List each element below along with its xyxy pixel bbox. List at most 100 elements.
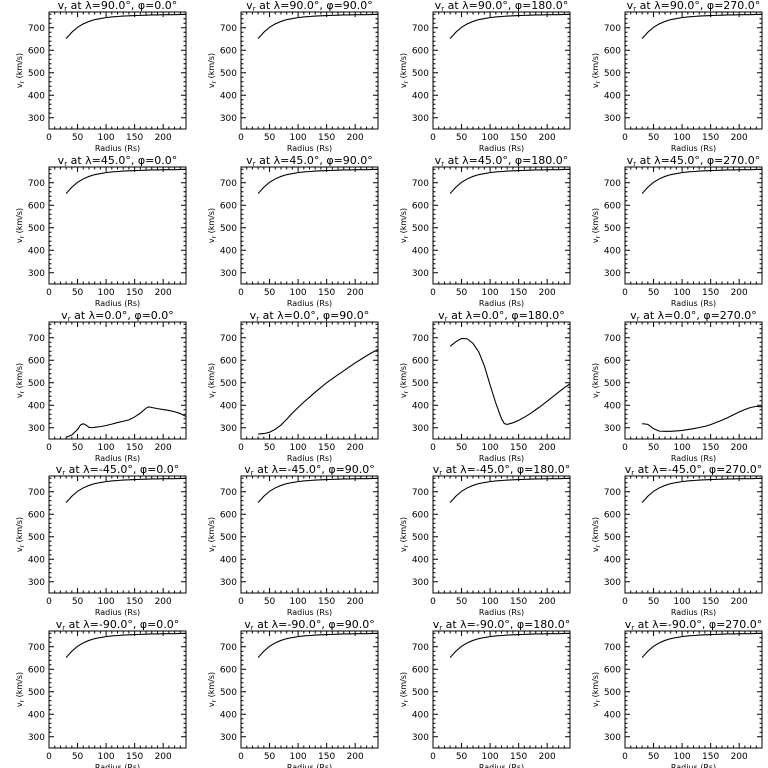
x-tick-label: 0 (430, 443, 436, 453)
y-axis-label: vr (km/s) (591, 208, 602, 243)
x-tick-label: 0 (238, 133, 244, 143)
x-tick-label: 200 (155, 752, 172, 762)
subplot: 0 50 100 150 200 300 400 500 600 700 Radius (Rs) vr… (207, 618, 379, 768)
x-axis-label: Radius (Rs) (95, 144, 140, 153)
y-axis-label: vr (km/s) (15, 208, 26, 243)
x-axis-label: Radius (Rs) (95, 299, 140, 308)
y-axis-label: vr (km/s) (399, 208, 410, 243)
x-tick-label: 0 (430, 133, 436, 143)
y-tick-label: 600 (28, 665, 45, 675)
x-tick-label: 0 (46, 597, 52, 607)
subplot: 0 50 100 150 200 300 400 500 600 700 Radius (Rs) vr… (15, 463, 187, 617)
y-tick-label: 400 (604, 91, 621, 101)
x-tick-label: 100 (289, 288, 306, 298)
x-tick-label: 200 (155, 443, 172, 453)
x-tick-label: 0 (238, 597, 244, 607)
y-tick-label: 400 (604, 246, 621, 256)
x-tick-label: 200 (731, 752, 748, 762)
x-tick-label: 0 (622, 597, 628, 607)
x-tick-label: 0 (46, 752, 52, 762)
x-tick-label: 50 (648, 752, 660, 762)
y-tick-label: 700 (28, 334, 45, 344)
x-tick-label: 50 (72, 133, 84, 143)
panel-title: vr at λ=90.0°, φ=90.0° (246, 0, 373, 13)
y-tick-label: 500 (220, 379, 237, 389)
y-axis-label: vr (km/s) (207, 517, 218, 552)
panel-title: vr at λ=-90.0°, φ=90.0° (244, 618, 375, 632)
x-axis-label: Radius (Rs) (671, 454, 716, 463)
y-tick-label: 600 (220, 46, 237, 56)
y-tick-label: 300 (220, 424, 237, 434)
x-axis-label: Radius (Rs) (287, 763, 332, 768)
x-tick-label: 100 (481, 133, 498, 143)
plot-frame (624, 166, 763, 285)
x-axis-label: Radius (Rs) (479, 763, 524, 768)
y-tick-label: 600 (604, 665, 621, 675)
panel-title: vr at λ=90.0°, φ=270.0° (627, 0, 761, 13)
x-tick-label: 50 (648, 597, 660, 607)
x-tick-label: 0 (430, 597, 436, 607)
y-axis-label: vr (km/s) (207, 53, 218, 88)
x-axis-label: Radius (Rs) (671, 608, 716, 617)
y-tick-label: 500 (220, 69, 237, 79)
x-axis-label: Radius (Rs) (95, 763, 140, 768)
y-tick-label: 500 (28, 69, 45, 79)
x-axis-label: Radius (Rs) (479, 144, 524, 153)
x-tick-label: 150 (126, 752, 143, 762)
x-tick-label: 100 (673, 133, 690, 143)
y-tick-label: 400 (604, 401, 621, 411)
y-tick-label: 300 (604, 424, 621, 434)
x-tick-label: 100 (481, 597, 498, 607)
y-tick-label: 400 (412, 555, 429, 565)
x-tick-label: 150 (702, 752, 719, 762)
x-axis-label: Radius (Rs) (287, 144, 332, 153)
x-tick-label: 100 (289, 133, 306, 143)
y-tick-label: 400 (412, 246, 429, 256)
x-tick-label: 150 (126, 597, 143, 607)
subplot: 0 50 100 150 200 300 400 500 600 700 Radius (Rs) vr… (591, 618, 763, 768)
y-tick-label: 500 (28, 688, 45, 698)
x-tick-label: 150 (318, 752, 335, 762)
x-tick-label: 150 (510, 133, 527, 143)
y-tick-label: 300 (28, 269, 45, 279)
x-tick-label: 150 (510, 597, 527, 607)
y-tick-label: 500 (412, 379, 429, 389)
x-tick-label: 50 (456, 288, 468, 298)
plot-frame (48, 321, 187, 440)
y-tick-label: 300 (220, 733, 237, 743)
x-tick-label: 150 (510, 752, 527, 762)
y-tick-label: 500 (220, 533, 237, 543)
y-axis-label: vr (km/s) (15, 517, 26, 552)
plot-frame (48, 630, 187, 749)
x-tick-label: 50 (456, 133, 468, 143)
x-tick-label: 200 (539, 133, 556, 143)
y-tick-label: 600 (28, 46, 45, 56)
x-tick-label: 150 (318, 597, 335, 607)
y-tick-label: 700 (412, 488, 429, 498)
x-axis-label: Radius (Rs) (287, 299, 332, 308)
y-tick-label: 700 (412, 334, 429, 344)
y-tick-label: 400 (28, 555, 45, 565)
y-axis-label: vr (km/s) (15, 363, 26, 398)
x-axis-label: Radius (Rs) (287, 454, 332, 463)
y-tick-label: 400 (412, 91, 429, 101)
y-tick-label: 300 (412, 578, 429, 588)
y-tick-label: 400 (604, 710, 621, 720)
panel-title: vr at λ=-90.0°, φ=0.0° (56, 618, 180, 632)
y-tick-label: 600 (220, 201, 237, 211)
y-tick-label: 700 (220, 334, 237, 344)
x-axis-label: Radius (Rs) (479, 608, 524, 617)
x-tick-label: 100 (673, 288, 690, 298)
plot-frame (432, 166, 571, 285)
series-line (65, 477, 186, 503)
y-tick-label: 500 (412, 69, 429, 79)
x-tick-label: 200 (347, 443, 364, 453)
x-tick-label: 150 (702, 288, 719, 298)
plot-frame (432, 321, 571, 440)
series-line (641, 477, 762, 503)
series-line (642, 405, 762, 432)
plot-frame (624, 475, 763, 594)
subplot: 0 50 100 150 200 300 400 500 600 700 Radius (Rs) vr… (207, 0, 379, 153)
y-tick-label: 300 (220, 114, 237, 124)
x-tick-label: 200 (155, 597, 172, 607)
